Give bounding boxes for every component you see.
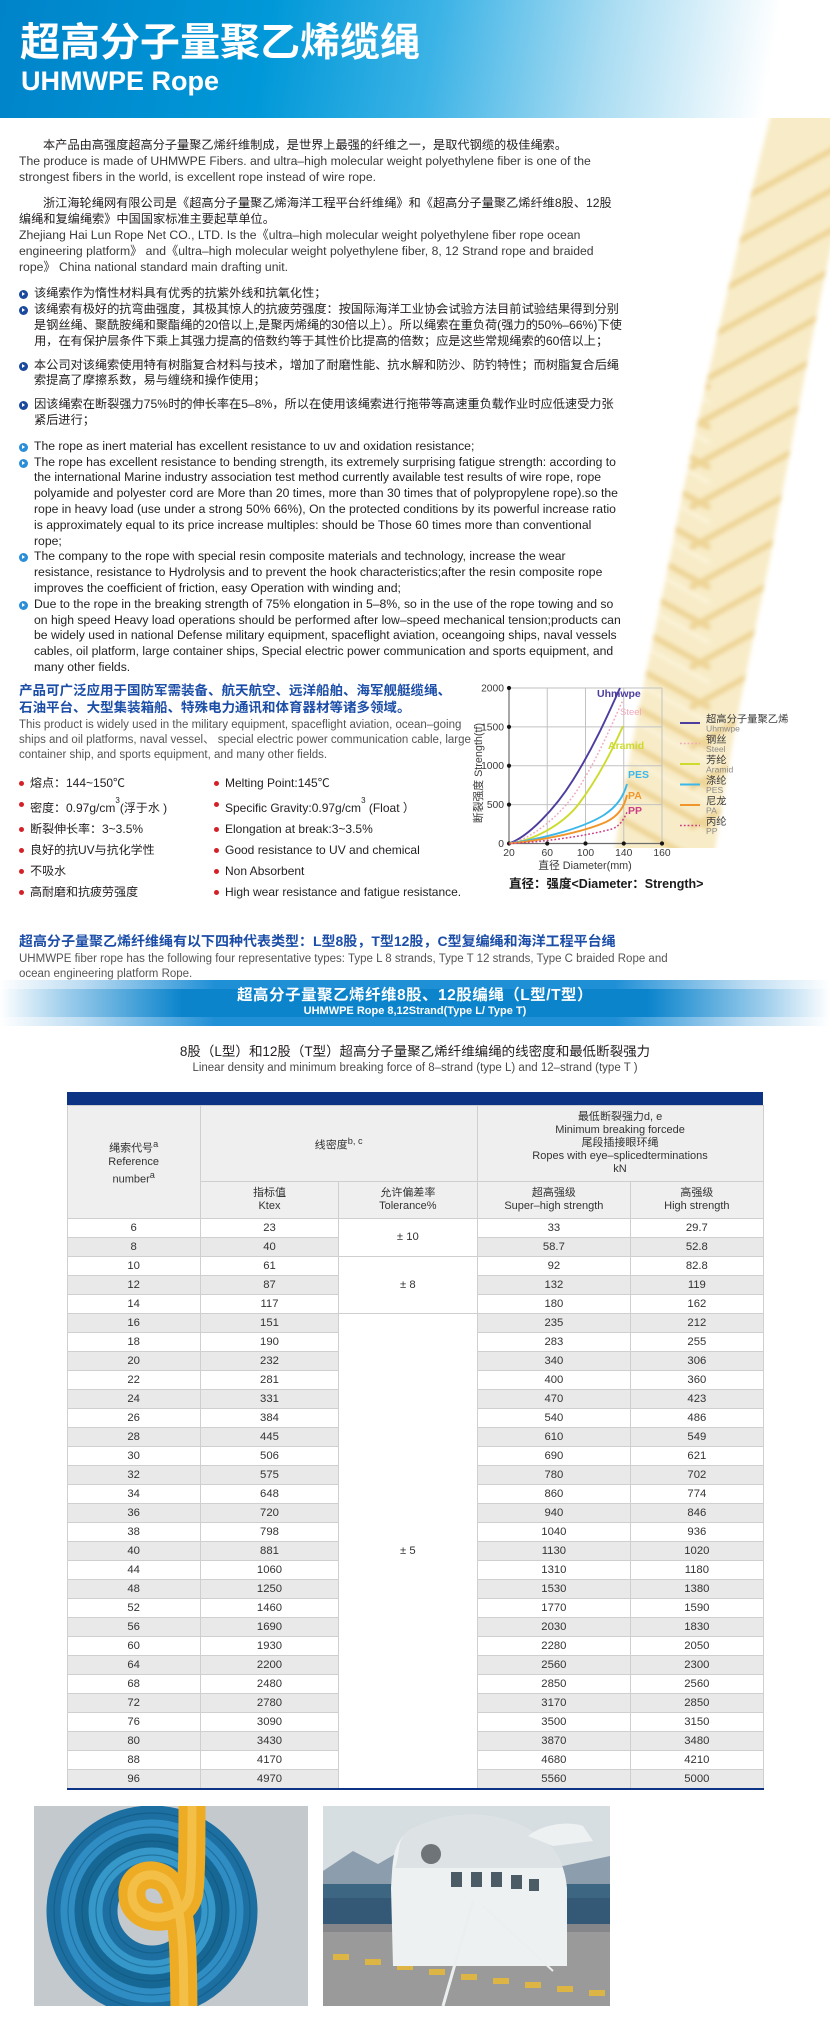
svg-text:PES: PES: [628, 769, 649, 781]
svg-text:Steel: Steel: [706, 744, 726, 754]
svg-text:160: 160: [653, 848, 670, 859]
svg-text:Aramid: Aramid: [706, 765, 733, 775]
svg-text:PA: PA: [706, 806, 717, 816]
svg-text:断裂强度 Strength(tf): 断裂强度 Strength(tf): [471, 723, 485, 823]
svg-text:2000: 2000: [481, 684, 504, 695]
svg-text:直径 Diameter(mm): 直径 Diameter(mm): [538, 858, 632, 872]
svg-text:Aramid: Aramid: [608, 740, 644, 752]
svg-text:PP: PP: [628, 805, 642, 817]
svg-text:500: 500: [487, 800, 504, 811]
svg-text:100: 100: [577, 848, 594, 859]
svg-text:Uhmwpe: Uhmwpe: [706, 724, 740, 734]
svg-text:Uhmwpe: Uhmwpe: [597, 688, 641, 700]
svg-text:140: 140: [615, 848, 632, 859]
svg-text:PA: PA: [628, 790, 642, 802]
svg-text:20: 20: [503, 848, 515, 859]
svg-text:PES: PES: [706, 785, 723, 795]
svg-text:60: 60: [542, 848, 554, 859]
svg-text:PP: PP: [706, 826, 718, 836]
svg-text:Steel: Steel: [620, 707, 642, 718]
